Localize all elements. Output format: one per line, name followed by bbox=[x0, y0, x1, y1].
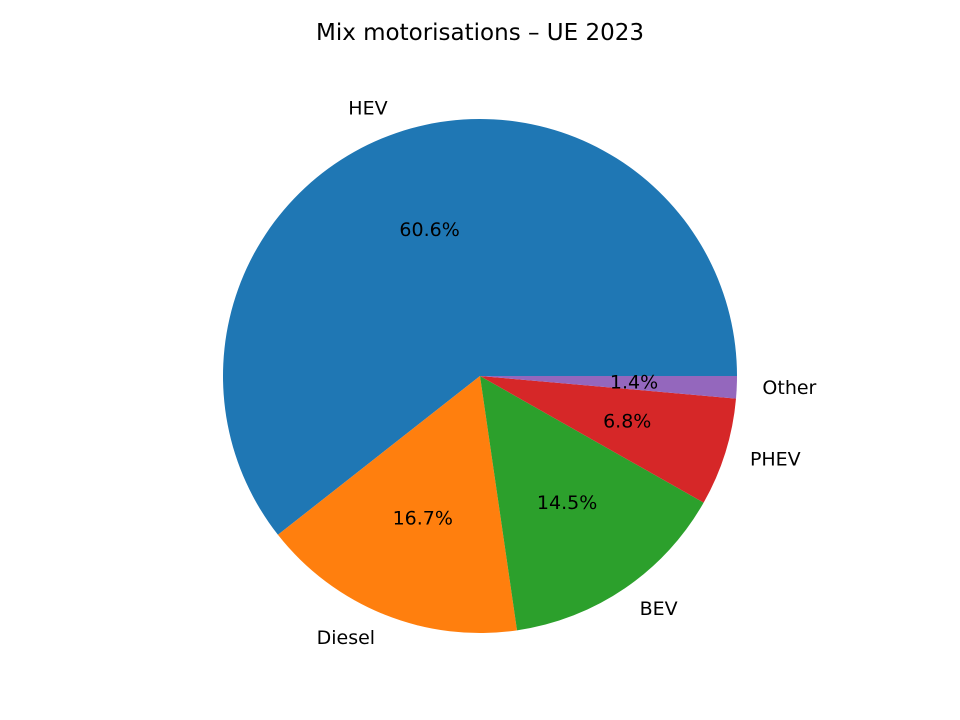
pie-slice-hev bbox=[223, 119, 737, 535]
pie-slice-other bbox=[480, 376, 737, 399]
value-label-phev: 6.8% bbox=[603, 410, 651, 432]
value-label-diesel: 16.7% bbox=[393, 508, 453, 530]
value-label-hev: 60.6% bbox=[399, 219, 459, 241]
chart-title: Mix motorisations – UE 2023 bbox=[315, 20, 645, 46]
category-label-phev: PHEV bbox=[750, 448, 801, 470]
value-label-bev: 14.5% bbox=[537, 492, 597, 514]
category-label-other: Other bbox=[762, 377, 816, 399]
pie-slice-diesel bbox=[277, 376, 518, 633]
pie-slice-phev bbox=[480, 376, 737, 503]
category-label-bev: BEV bbox=[640, 598, 678, 620]
category-label-diesel: Diesel bbox=[317, 627, 375, 649]
value-label-other: 1.4% bbox=[610, 371, 658, 393]
pie-slice-bev bbox=[480, 376, 704, 631]
category-label-hev: HEV bbox=[348, 97, 387, 119]
